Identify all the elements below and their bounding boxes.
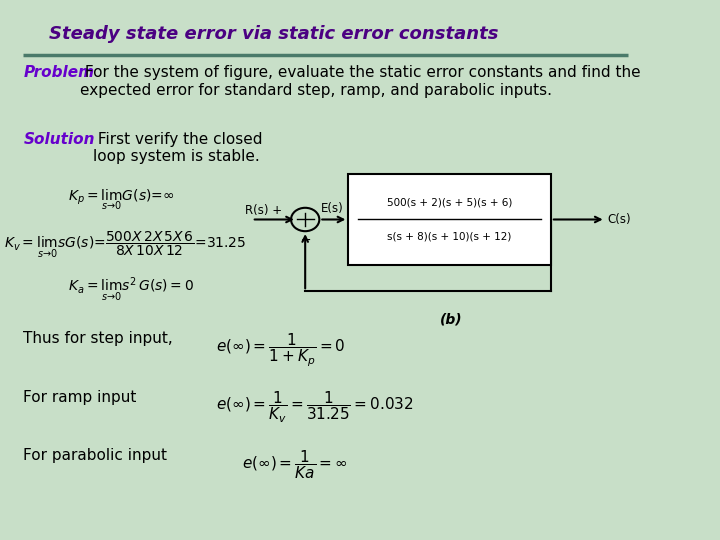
Text: Thus for step input,: Thus for step input, xyxy=(24,331,174,346)
Text: $e(\infty) = \dfrac{1}{1+K_p} = 0$: $e(\infty) = \dfrac{1}{1+K_p} = 0$ xyxy=(217,331,346,368)
Text: Problem: Problem xyxy=(24,65,94,80)
Bar xyxy=(348,174,551,265)
Text: First verify the closed
loop system is stable.: First verify the closed loop system is s… xyxy=(93,132,262,164)
Text: R(s) +: R(s) + xyxy=(246,204,282,217)
Text: $e(\infty) = \dfrac{1}{Ka} = \infty$: $e(\infty) = \dfrac{1}{Ka} = \infty$ xyxy=(242,448,348,481)
Text: $K_p = \lim_{s \to 0} G(s) = \infty$: $K_p = \lim_{s \to 0} G(s) = \infty$ xyxy=(68,187,175,212)
Text: −: − xyxy=(301,234,311,247)
Text: E(s): E(s) xyxy=(320,202,343,215)
Text: $K_v = \lim_{s \to 0} sG(s) = \dfrac{500X\, 2X\, 5X\, 6}{8X\, 10X\, 12} = 31.25$: $K_v = \lim_{s \to 0} sG(s) = \dfrac{500… xyxy=(4,230,246,260)
Text: For ramp input: For ramp input xyxy=(24,390,137,404)
Text: For the system of figure, evaluate the static error constants and find the
expec: For the system of figure, evaluate the s… xyxy=(80,65,641,98)
Text: C(s): C(s) xyxy=(608,213,631,226)
Text: Steady state error via static error constants: Steady state error via static error cons… xyxy=(49,25,499,43)
Text: 500(s + 2)(s + 5)(s + 6): 500(s + 2)(s + 5)(s + 6) xyxy=(387,198,512,208)
Text: $K_a = \lim_{s \to 0} s^2 G(s) = 0$: $K_a = \lim_{s \to 0} s^2 G(s) = 0$ xyxy=(68,275,194,303)
Text: $e(\infty) = \dfrac{1}{K_v} = \dfrac{1}{31.25} = 0.032$: $e(\infty) = \dfrac{1}{K_v} = \dfrac{1}{… xyxy=(217,390,414,425)
Text: s(s + 8)(s + 10)(s + 12): s(s + 8)(s + 10)(s + 12) xyxy=(387,231,512,241)
Text: For parabolic input: For parabolic input xyxy=(24,448,168,463)
Text: Solution: Solution xyxy=(24,132,95,147)
Text: (b): (b) xyxy=(440,313,462,327)
